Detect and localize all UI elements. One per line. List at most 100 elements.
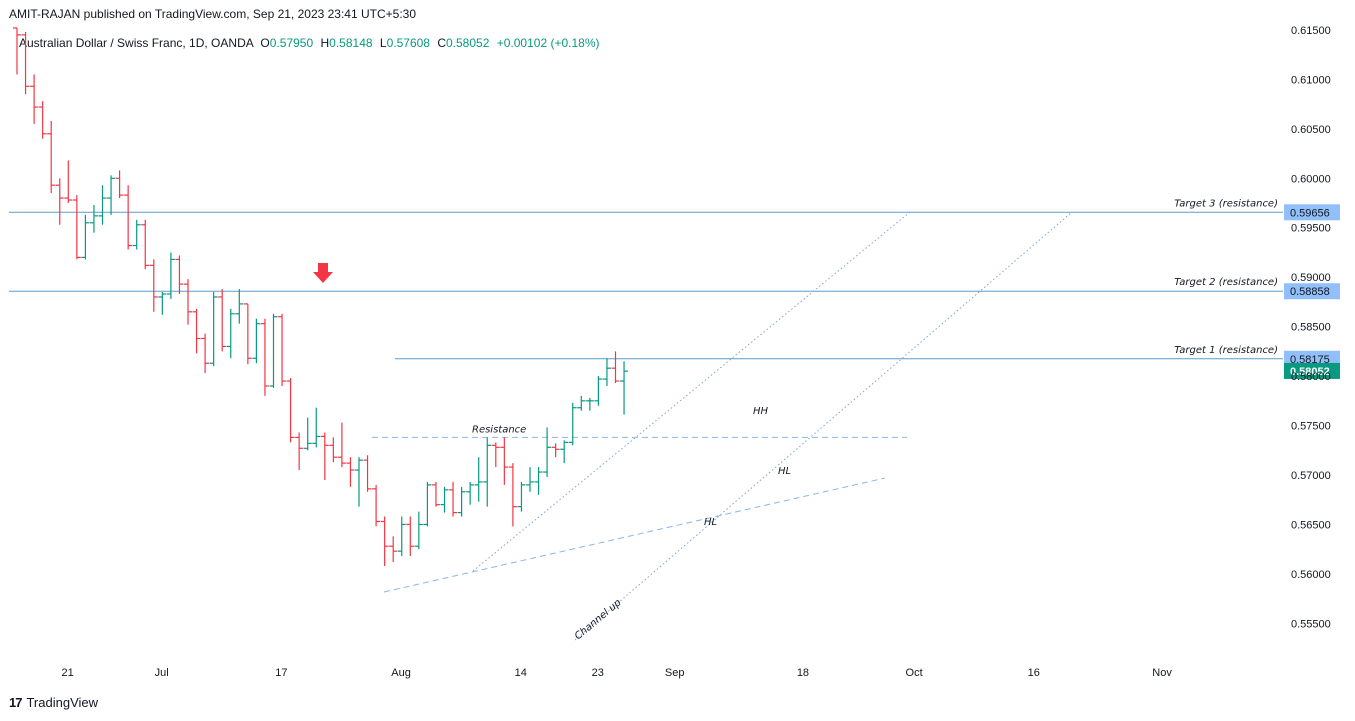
ohlc-bar xyxy=(483,437,492,507)
ohlc-bar xyxy=(594,376,603,406)
hl-label-right: HL xyxy=(778,466,791,477)
x-tick-label: Jul xyxy=(155,667,169,679)
y-tick-label: 0.55500 xyxy=(1291,618,1331,630)
y-tick-label: 0.58500 xyxy=(1291,322,1331,334)
ohlc-bar xyxy=(397,516,406,557)
ohlc-bar xyxy=(21,31,30,95)
ohlc-bar xyxy=(312,407,321,448)
channel-lower-line xyxy=(574,211,1073,641)
ohlc-bar xyxy=(132,219,141,250)
ohlc-bar xyxy=(184,279,192,325)
x-tick-label: Sep xyxy=(665,667,685,679)
ohlc-bar xyxy=(166,252,175,299)
ohlc-bar xyxy=(568,402,577,446)
ohlc-bar xyxy=(38,101,47,139)
x-tick-label: Oct xyxy=(906,667,923,679)
last-price-tag xyxy=(1284,362,1340,379)
ohlc-bar xyxy=(201,333,210,374)
level-price-tag xyxy=(1284,204,1340,221)
ohlc-bar xyxy=(585,397,594,411)
ohlc-bar xyxy=(89,204,98,233)
ohlc-bar xyxy=(209,292,218,367)
low-value: 0.57608 xyxy=(386,36,430,50)
tradingview-brand[interactable]: 17 TradingView xyxy=(9,695,98,710)
y-tick-label: 0.57000 xyxy=(1291,470,1331,482)
ohlc-bar xyxy=(526,467,534,492)
target-level-label: Target 3 (resistance) xyxy=(1174,198,1278,209)
level-price-tag xyxy=(1284,283,1340,300)
ohlc-bar xyxy=(406,516,415,557)
ohlc-bar xyxy=(226,308,235,359)
ohlc-bar xyxy=(158,292,167,315)
ohlc-bar xyxy=(107,175,116,215)
ohlc-bar xyxy=(534,467,543,495)
ohlc-bar xyxy=(363,455,372,492)
ohlc-bar xyxy=(431,481,440,507)
brand-label: TradingView xyxy=(26,695,99,710)
drawings: Resistance HH HL HL Channel up xyxy=(313,211,1073,642)
symbol-legend: Australian Dollar / Swiss Franc, 1D, OAN… xyxy=(19,36,599,50)
x-tick-label: 17 xyxy=(275,667,287,679)
ohlc-bar xyxy=(269,313,278,388)
ohlc-bar xyxy=(235,289,244,324)
target-level-label: Target 2 (resistance) xyxy=(1174,277,1278,288)
ohlc-bar xyxy=(560,440,569,464)
ohlc-bars xyxy=(13,27,629,566)
ohlc-bar xyxy=(474,457,483,502)
y-tick-label: 0.61500 xyxy=(1291,25,1331,37)
ohlc-bar xyxy=(141,219,150,270)
level-lines: Target 3 (resistance) 0.59656 Target 2 (re… xyxy=(9,198,1340,379)
ohlc-bar xyxy=(500,437,509,485)
ohlc-bar xyxy=(81,214,90,260)
low-label: L xyxy=(379,36,387,50)
high-value: 0.58148 xyxy=(329,36,373,50)
y-tick-label: 0.58000 xyxy=(1291,371,1331,383)
x-tick-label: 18 xyxy=(797,667,809,679)
ohlc-bar xyxy=(355,457,363,507)
ohlc-bar xyxy=(466,481,475,505)
ohlc-bar xyxy=(252,318,261,364)
x-tick-label: Nov xyxy=(1152,667,1172,679)
level-price-tag xyxy=(1284,350,1340,367)
ohlc-bar xyxy=(380,516,389,566)
channel-up-label: Channel up xyxy=(573,597,624,642)
ohlc-bar xyxy=(278,313,287,386)
ohlc-bar xyxy=(115,170,124,199)
y-tick-label: 0.60500 xyxy=(1291,124,1331,136)
ohlc-bar xyxy=(64,160,73,204)
ohlc-bar xyxy=(346,457,355,487)
level-price-tag-text: 0.58858 xyxy=(1290,286,1330,298)
ohlc-bar xyxy=(295,432,304,471)
ohlc-bar xyxy=(491,442,500,468)
level-price-tag-text: 0.59656 xyxy=(1290,207,1330,219)
ohlc-bar xyxy=(602,358,611,386)
time-axis: 21 Jul 17 Aug 14 23 Sep 18 Oct 16 Nov xyxy=(62,667,1173,679)
ohlc-bar xyxy=(414,511,423,550)
last-price-tag-text: 0.58052 xyxy=(1290,366,1330,378)
ohlc-bar xyxy=(260,318,269,396)
y-tick-label: 0.61000 xyxy=(1291,74,1331,86)
ohlc-bar xyxy=(149,259,158,312)
level-price-tag-text: 0.58175 xyxy=(1290,354,1330,366)
ohlc-bar xyxy=(329,437,338,463)
open-value: 0.57950 xyxy=(269,36,314,50)
ohlc-bar xyxy=(372,484,381,527)
ohlc-bar xyxy=(517,481,526,512)
ohlc-bar xyxy=(175,255,184,294)
ohlc-bar xyxy=(508,463,517,527)
x-tick-label: 23 xyxy=(592,667,604,679)
ohlc-bar xyxy=(13,27,21,75)
ohlc-bar xyxy=(98,185,107,225)
publish-info: AMIT-RAJAN published on TradingView.com,… xyxy=(9,7,417,21)
ohlc-bar xyxy=(449,481,458,517)
x-tick-label: 21 xyxy=(62,667,74,679)
target-level-label: Target 1 (resistance) xyxy=(1174,345,1278,356)
x-tick-label: Aug xyxy=(391,667,411,679)
ohlc-bar xyxy=(30,74,39,124)
ohlc-bar xyxy=(551,443,560,458)
price-axis: 0.61500 0.61000 0.60500 0.60000 0.59500 0.590… xyxy=(1291,25,1331,630)
ohlc-bar xyxy=(611,351,620,384)
ohlc-bar xyxy=(72,195,81,260)
ohlc-bar xyxy=(47,120,56,194)
